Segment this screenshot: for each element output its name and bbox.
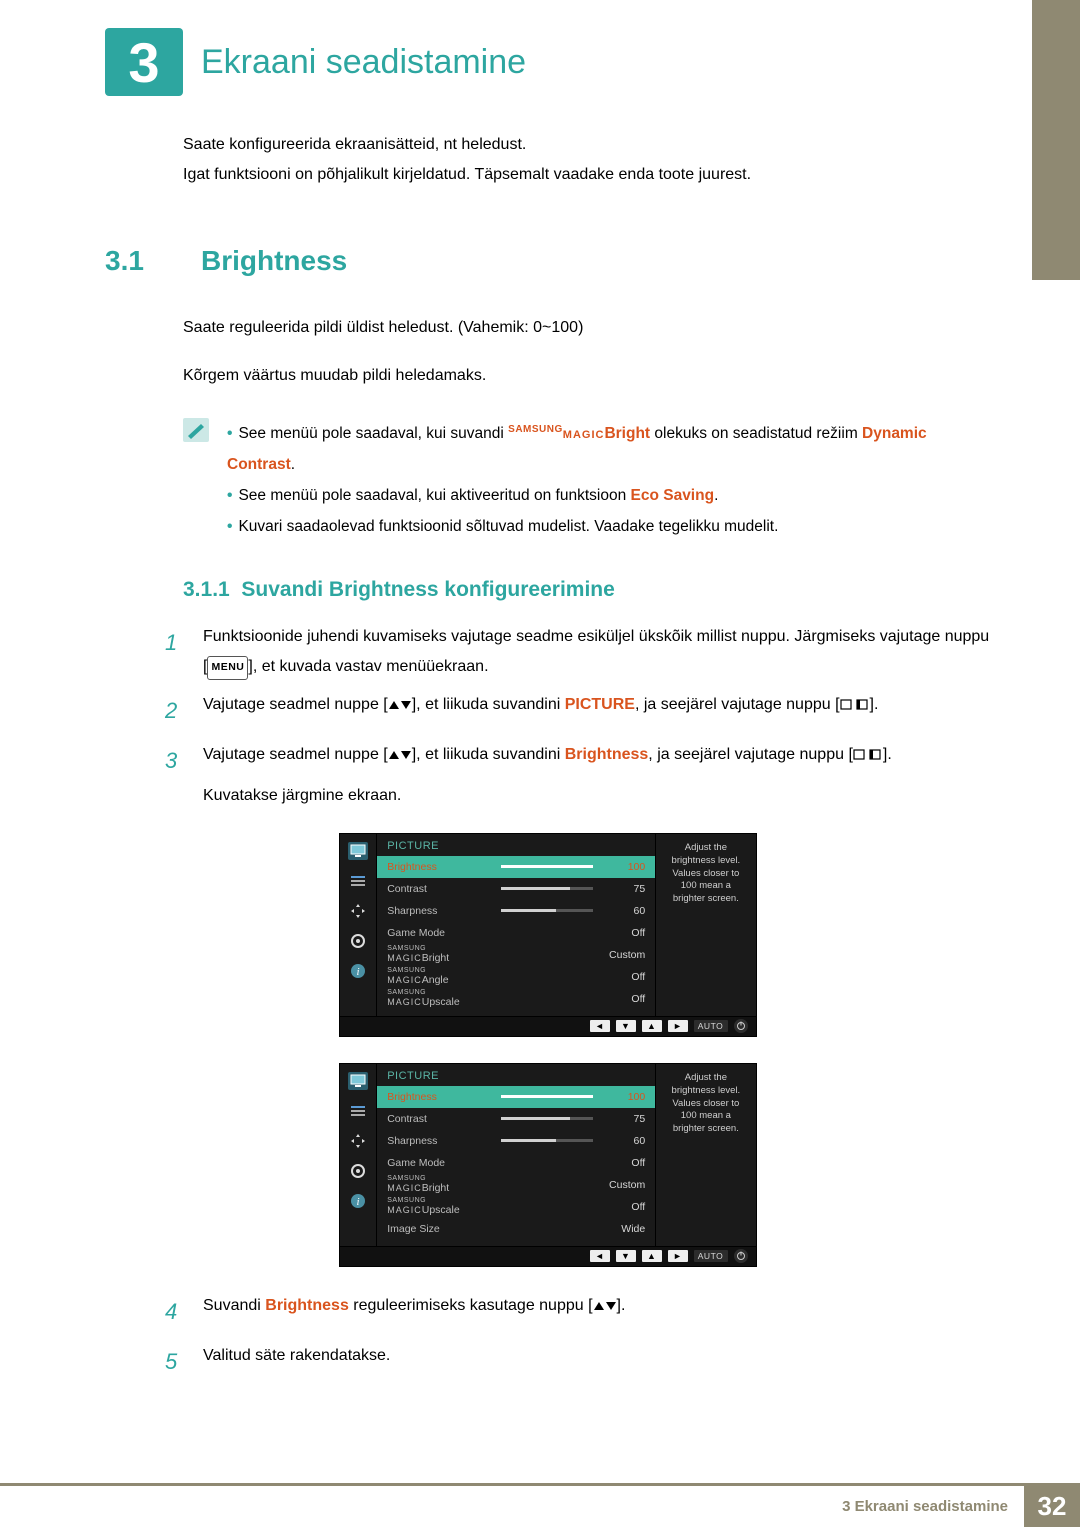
subsection-heading: 3.1.1 Suvandi Brightness konfigureerimin…: [183, 578, 990, 602]
svg-text:i: i: [356, 1196, 359, 1208]
footer-chapter-label: 3 Ekraani seadistamine: [826, 1486, 1024, 1527]
step-5: 5 Valitud säte rakendatakse.: [165, 1341, 990, 1383]
section-para-2: Kõrgem väärtus muudab pildi heledamaks.: [183, 361, 990, 391]
osd-row: Image SizeWide: [377, 1218, 655, 1240]
osd-title: PICTURE: [377, 834, 655, 856]
intro-para-2: Igat funktsiooni on põhjalikult kirjelda…: [183, 160, 990, 190]
info-icon: i: [348, 962, 368, 980]
osd-row: Sharpness60: [377, 900, 655, 922]
osd-hint: Adjust the brightness level. Values clos…: [655, 1064, 755, 1246]
note-item-2: •See menüü pole saadaval, kui aktiveerit…: [227, 480, 990, 511]
osd-screenshot-2: i PICTURE Brightness100Contrast75Sharpne…: [339, 1063, 757, 1267]
enter-icon: [853, 748, 883, 762]
osd-hint: Adjust the brightness level. Values clos…: [655, 834, 755, 1016]
move-icon: [348, 1132, 368, 1150]
list-icon: [348, 872, 368, 890]
osd-sidebar: i: [340, 834, 378, 1016]
up-down-icon: [388, 698, 412, 712]
note-icon: [183, 418, 209, 442]
enter-icon: [840, 698, 870, 712]
osd-row: Brightness100: [377, 856, 655, 878]
footer-page-number: 32: [1024, 1486, 1080, 1527]
section-title: Brightness: [201, 245, 347, 277]
section-number: 3.1: [105, 245, 163, 277]
up-down-icon: [593, 1299, 617, 1313]
section-heading: 3.1 Brightness: [105, 245, 990, 277]
osd-row: SAMSUNGMAGICBrightCustom: [377, 1174, 655, 1196]
menu-chip: MENU: [207, 656, 248, 680]
step-1: 1 Funktsioonide juhendi kuvamiseks vajut…: [165, 622, 990, 683]
step-3: 3 Vajutage seadmel nuppe [], et liikuda …: [165, 740, 990, 811]
info-icon: i: [348, 1192, 368, 1210]
list-icon: [348, 1102, 368, 1120]
section-para-1: Saate reguleerida pildi üldist heledust.…: [183, 313, 990, 343]
osd-row: SAMSUNGMAGICUpscaleOff: [377, 1196, 655, 1218]
monitor-icon: [348, 842, 368, 860]
osd-navbar: ◄▼▲► AUTO: [340, 1246, 756, 1266]
osd-row: Contrast75: [377, 1108, 655, 1130]
osd-title: PICTURE: [377, 1064, 655, 1086]
osd-sidebar: i: [340, 1064, 378, 1246]
page-footer: 3 Ekraani seadistamine 32: [0, 1483, 1080, 1527]
step-2: 2 Vajutage seadmel nuppe [], et liikuda …: [165, 690, 990, 732]
chapter-header: 3 Ekraani seadistamine: [105, 28, 990, 96]
osd-row: SAMSUNGMAGICAngleOff: [377, 966, 655, 988]
osd-row: Sharpness60: [377, 1130, 655, 1152]
move-icon: [348, 902, 368, 920]
osd-navbar: ◄▼▲► AUTO: [340, 1016, 756, 1036]
up-down-icon: [388, 748, 412, 762]
osd-row: SAMSUNGMAGICUpscaleOff: [377, 988, 655, 1010]
gear-icon: [348, 932, 368, 950]
chapter-intro: Saate konfigureerida ekraanisätteid, nt …: [183, 130, 990, 191]
osd-row: Game ModeOff: [377, 1152, 655, 1174]
intro-para-1: Saate konfigureerida ekraanisätteid, nt …: [183, 130, 990, 160]
note-block: •See menüü pole saadaval, kui suvandi SA…: [183, 418, 990, 542]
monitor-icon: [348, 1072, 368, 1090]
step-4: 4 Suvandi Brightness reguleerimiseks kas…: [165, 1291, 990, 1333]
osd-row: SAMSUNGMAGICBrightCustom: [377, 944, 655, 966]
gear-icon: [348, 1162, 368, 1180]
chapter-title: Ekraani seadistamine: [201, 43, 526, 82]
svg-text:i: i: [356, 966, 359, 978]
decorative-side-bar: [1032, 0, 1080, 280]
chapter-number-badge: 3: [105, 28, 183, 96]
osd-screenshot-1: i PICTURE Brightness100Contrast75Sharpne…: [339, 833, 757, 1037]
osd-row: Game ModeOff: [377, 922, 655, 944]
note-item-3: •Kuvari saadaolevad funktsioonid sõltuva…: [227, 511, 990, 542]
note-item-1: •See menüü pole saadaval, kui suvandi SA…: [227, 418, 990, 480]
osd-row: Brightness100: [377, 1086, 655, 1108]
osd-row: Contrast75: [377, 878, 655, 900]
